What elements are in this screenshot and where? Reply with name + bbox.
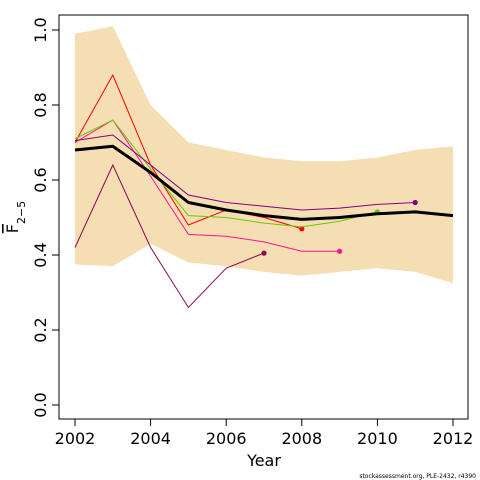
y-tick-label: 0.2 [31,317,50,342]
y-tick-label: 0.8 [31,92,50,117]
y-axis-title-main: F [3,224,22,233]
retro-series-end-point-2 [337,248,343,254]
retro-series-layer [74,73,418,309]
retro-series-end-point-1 [261,250,267,256]
x-axis: 2002 2004 2006 2008 2010 2012 [55,418,474,448]
x-tick-label: 2012 [433,429,474,448]
retro-series-line-4 [74,119,378,228]
credit-text: stockassessment.org, PLE-2432, r4390 [359,473,476,480]
x-tick-label: 2004 [130,429,171,448]
retro-series-end-point-5 [412,199,418,206]
y-axis: 0.0 0.2 0.4 0.6 0.8 1.0 [31,17,60,418]
confidence-band [75,26,453,284]
x-tick-label: 2010 [357,429,398,448]
y-axis-title-group: F2−5 [3,201,28,233]
confidence-band-layer [75,26,453,284]
x-axis-title: Year [246,451,281,470]
main-series-layer [74,144,454,221]
x-tick-label: 2006 [206,429,247,448]
y-tick-label: 0.0 [31,392,50,417]
retro-series-line-3 [74,73,302,230]
y-tick-label: 1.0 [31,17,50,42]
retro-series-line-5 [74,134,416,211]
y-tick-label: 0.4 [31,242,50,267]
y-axis-title-sub: 2−5 [15,201,28,224]
x-tick-label: 2008 [281,429,322,448]
y-tick-label: 0.6 [31,167,50,192]
main-series-line [74,144,454,221]
y-axis-title: F2−5 [3,201,28,233]
x-tick-label: 2002 [55,429,96,448]
retro-series-line-1 [74,163,265,309]
retro-series-line-2 [74,119,340,252]
retro-series-end-point-3 [299,226,305,232]
